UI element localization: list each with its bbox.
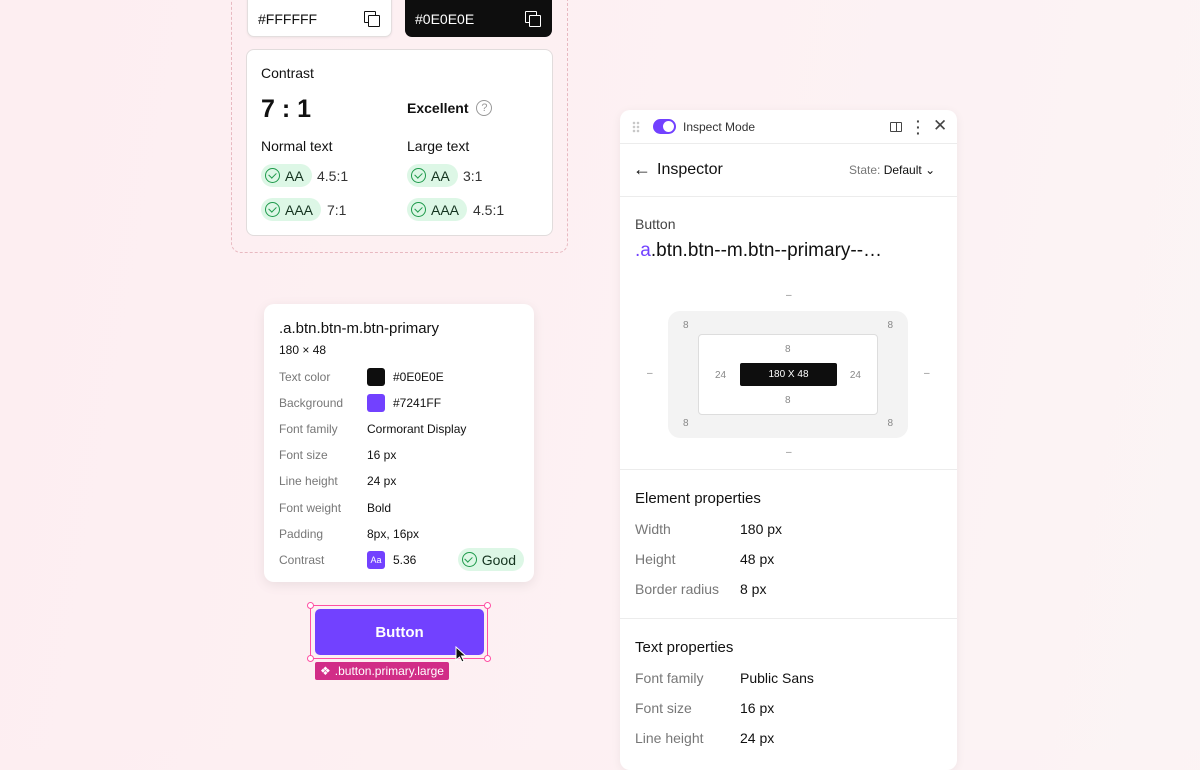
- element-properties-title: Element properties: [635, 490, 761, 507]
- tooltip-row-line-height: Line height 24 px: [279, 474, 397, 488]
- normal-aaa-badge: AAA: [261, 198, 322, 221]
- tooltip-row-font-size: Font size 16 px: [279, 448, 397, 462]
- color-pair-container: [231, 0, 568, 253]
- resize-handle[interactable]: [307, 602, 314, 609]
- check-circle-icon: [411, 168, 426, 183]
- inspect-mode-label: Inspect Mode: [683, 120, 756, 134]
- content-box: 180 X 48: [740, 363, 837, 386]
- selection-outline[interactable]: [307, 602, 491, 662]
- element-tooltip: .a.btn.btn-m.btn-primary 180 × 48 Text c…: [264, 304, 534, 582]
- close-icon[interactable]: ✕: [933, 116, 948, 135]
- inspector-panel: Inspect Mode · · · ✕ ← Inspector State: De…: [620, 110, 957, 770]
- check-circle-icon: [411, 202, 426, 217]
- copy-icon[interactable]: [525, 11, 541, 27]
- color-swatch: [367, 368, 385, 386]
- status-badge: Good: [457, 548, 524, 571]
- large-aaa-ratio: 4.5:1: [473, 202, 505, 218]
- resize-handle[interactable]: [484, 602, 491, 609]
- state-dropdown[interactable]: State: Default ⌄: [849, 163, 936, 177]
- resize-handle[interactable]: [307, 655, 314, 662]
- swatch-white[interactable]: #FFFFFF: [247, 0, 392, 37]
- back-arrow-icon[interactable]: ←: [633, 159, 651, 179]
- component-icon: ❖: [320, 664, 331, 678]
- cursor-icon: [455, 646, 468, 663]
- panel-layout-icon[interactable]: [890, 122, 902, 132]
- tooltip-selector: .a.btn.btn-m.btn-primary: [279, 320, 440, 337]
- more-options-icon[interactable]: · · ·: [916, 113, 921, 141]
- property-row: Width 180 px: [635, 521, 783, 537]
- border-box: 8 8 8 8 8 8 24 24 180 X 48: [668, 311, 908, 438]
- large-aaa-badge: AAA: [407, 198, 468, 221]
- swatch-value: #FFFFFF: [258, 10, 318, 27]
- swatch-value: #0E0E0E: [415, 10, 475, 27]
- large-text-label: Large text: [407, 138, 470, 154]
- color-swatch: [367, 394, 385, 412]
- element-type: Button: [635, 216, 676, 232]
- box-model: – – – – 8 8 8 8 8 8 24 24 180 X 48: [647, 290, 930, 458]
- inspector-title: Inspector: [657, 161, 723, 178]
- tooltip-row-text-color: Text color #0E0E0E: [279, 368, 444, 386]
- tooltip-row-font-weight: Font weight Bold: [279, 501, 392, 515]
- property-row: Font size 16 px: [635, 700, 775, 716]
- padding-box: 8 8 24 24 180 X 48: [698, 334, 878, 415]
- text-sample-icon: Aa: [367, 551, 385, 569]
- contrast-ratio: 7 : 1: [261, 95, 312, 123]
- copy-icon[interactable]: [364, 11, 380, 27]
- chevron-down-icon: ⌄: [925, 163, 936, 177]
- property-row: Border radius 8 px: [635, 581, 767, 597]
- resize-handle[interactable]: [484, 655, 491, 662]
- tooltip-row-font-family: Font family Cormorant Display: [279, 422, 467, 436]
- check-circle-icon: [461, 552, 477, 567]
- normal-aa-badge: AA: [261, 164, 312, 187]
- contrast-rating: Excellent?: [407, 100, 493, 116]
- tooltip-row-background: Background #7241FF: [279, 394, 442, 412]
- help-icon[interactable]: ?: [476, 100, 493, 116]
- text-properties-title: Text properties: [635, 639, 734, 656]
- tooltip-size: 180 × 48: [279, 343, 327, 357]
- property-row: Font family Public Sans: [635, 670, 814, 686]
- normal-aaa-ratio: 7:1: [327, 202, 347, 218]
- normal-aa-ratio: 4.5:1: [317, 168, 349, 184]
- check-circle-icon: [265, 168, 280, 183]
- property-row: Height 48 px: [635, 551, 775, 567]
- property-row: Line height 24 px: [635, 730, 775, 746]
- normal-text-label: Normal text: [261, 138, 333, 154]
- tooltip-row-contrast: Contrast Aa 5.36 Good: [279, 548, 524, 571]
- check-circle-icon: [265, 202, 280, 217]
- contrast-title: Contrast: [261, 65, 314, 81]
- large-aa-ratio: 3:1: [463, 168, 483, 184]
- inspect-mode-toggle[interactable]: [653, 119, 676, 134]
- element-selector: .a.btn.btn--m.btn--primary--…: [635, 240, 883, 261]
- component-tag[interactable]: ❖ .button.primary.large: [315, 662, 449, 680]
- contrast-card: Contrast 7 : 1 Excellent? Normal text La…: [246, 49, 553, 236]
- swatch-dark[interactable]: #0E0E0E: [405, 0, 552, 37]
- drag-handle-icon[interactable]: [632, 121, 640, 133]
- large-aa-badge: AA: [407, 164, 458, 187]
- tooltip-row-padding: Padding 8px, 16px: [279, 527, 420, 541]
